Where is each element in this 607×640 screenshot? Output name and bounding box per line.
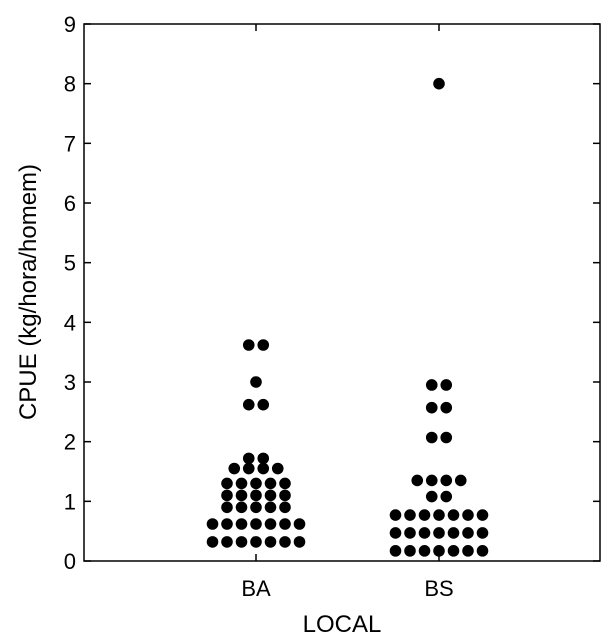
data-point-ba xyxy=(235,518,248,530)
data-point-bs xyxy=(425,401,438,414)
data-point-bs xyxy=(433,509,445,521)
data-point-ba xyxy=(242,398,255,411)
data-point-ba xyxy=(221,489,233,502)
data-point-bs xyxy=(433,527,445,539)
data-point-bs xyxy=(418,509,431,521)
data-point-ba xyxy=(221,518,233,530)
data-point-bs xyxy=(425,490,438,503)
data-point-bs xyxy=(425,379,438,391)
data-point-bs xyxy=(433,545,445,557)
data-point-ba xyxy=(257,339,270,351)
axis-ticks xyxy=(84,23,600,562)
data-point-bs xyxy=(476,545,489,557)
data-point-ba xyxy=(221,501,233,514)
data-point-ba xyxy=(242,339,255,351)
x-tick-label: BS xyxy=(424,576,453,601)
data-point-bs xyxy=(411,474,424,487)
data-point-bs xyxy=(389,545,402,557)
data-point-ba xyxy=(279,518,291,530)
data-point-bs xyxy=(440,490,453,503)
y-tick-label: 3 xyxy=(64,370,76,395)
y-tick-label: 2 xyxy=(64,430,76,455)
data-point-bs xyxy=(433,77,445,90)
data-point-bs xyxy=(462,545,474,557)
data-point-bs xyxy=(425,474,438,487)
data-point-bs xyxy=(476,509,489,521)
data-point-ba xyxy=(293,518,306,530)
data-point-bs xyxy=(389,527,402,539)
data-point-ba xyxy=(250,501,262,514)
axis-tick-labels: 0 1 2 3 4 5 6 7 8 9 BA BS xyxy=(64,12,454,601)
x-axis-title: LOCAL xyxy=(303,611,382,638)
y-tick-label: 7 xyxy=(64,131,76,156)
data-point-ba xyxy=(257,452,270,465)
y-tick-label: 9 xyxy=(64,12,76,37)
data-point-bs xyxy=(440,379,453,391)
data-point-ba xyxy=(250,376,262,388)
data-point-ba xyxy=(250,518,262,530)
data-points xyxy=(206,77,489,557)
data-point-bs xyxy=(440,401,453,414)
data-point-ba xyxy=(235,489,248,502)
x-tick-label: BA xyxy=(241,576,271,601)
y-tick-label: 6 xyxy=(64,191,76,216)
y-tick-label: 4 xyxy=(64,310,76,335)
data-point-bs xyxy=(404,527,416,539)
data-point-ba xyxy=(264,489,277,502)
data-point-bs xyxy=(447,545,460,557)
data-point-ba xyxy=(242,462,255,475)
data-point-ba xyxy=(264,518,277,530)
data-point-ba xyxy=(264,501,277,514)
data-point-ba xyxy=(250,477,262,490)
data-point-ba xyxy=(279,536,291,548)
data-point-ba xyxy=(235,477,248,490)
data-point-ba xyxy=(242,452,255,465)
y-axis-title: CPUE (kg/hora/homem) xyxy=(15,164,42,420)
data-point-bs xyxy=(462,527,474,539)
data-point-bs xyxy=(425,431,438,444)
data-point-ba xyxy=(221,536,233,548)
data-point-ba xyxy=(279,489,291,502)
data-point-ba xyxy=(250,489,262,502)
data-point-bs xyxy=(389,509,402,521)
data-point-bs xyxy=(404,545,416,557)
y-tick-label: 0 xyxy=(64,549,76,574)
y-tick-label: 5 xyxy=(64,251,76,276)
data-point-bs xyxy=(418,545,431,557)
data-point-ba xyxy=(221,477,233,490)
data-point-bs xyxy=(462,509,474,521)
data-point-ba xyxy=(293,536,306,548)
data-point-ba xyxy=(279,501,291,514)
y-tick-label: 1 xyxy=(64,489,76,514)
data-point-bs xyxy=(447,509,460,521)
data-point-ba xyxy=(279,477,291,490)
data-point-bs xyxy=(447,527,460,539)
data-point-ba xyxy=(235,501,248,514)
data-point-ba xyxy=(257,462,270,475)
data-point-bs xyxy=(418,527,431,539)
data-point-bs xyxy=(454,474,467,487)
data-point-bs xyxy=(404,509,416,521)
data-point-ba xyxy=(264,477,277,490)
data-point-ba xyxy=(206,518,219,530)
data-point-bs xyxy=(440,431,453,444)
data-point-ba xyxy=(271,462,284,475)
data-point-bs xyxy=(476,527,489,539)
plot-frame xyxy=(83,23,601,562)
data-point-ba xyxy=(257,398,270,411)
y-tick-label: 8 xyxy=(64,72,76,97)
data-point-ba xyxy=(264,536,277,548)
data-point-ba xyxy=(228,462,241,475)
data-point-ba xyxy=(235,536,248,548)
data-point-bs xyxy=(440,474,453,487)
data-point-ba xyxy=(206,536,219,548)
data-point-ba xyxy=(250,536,262,548)
